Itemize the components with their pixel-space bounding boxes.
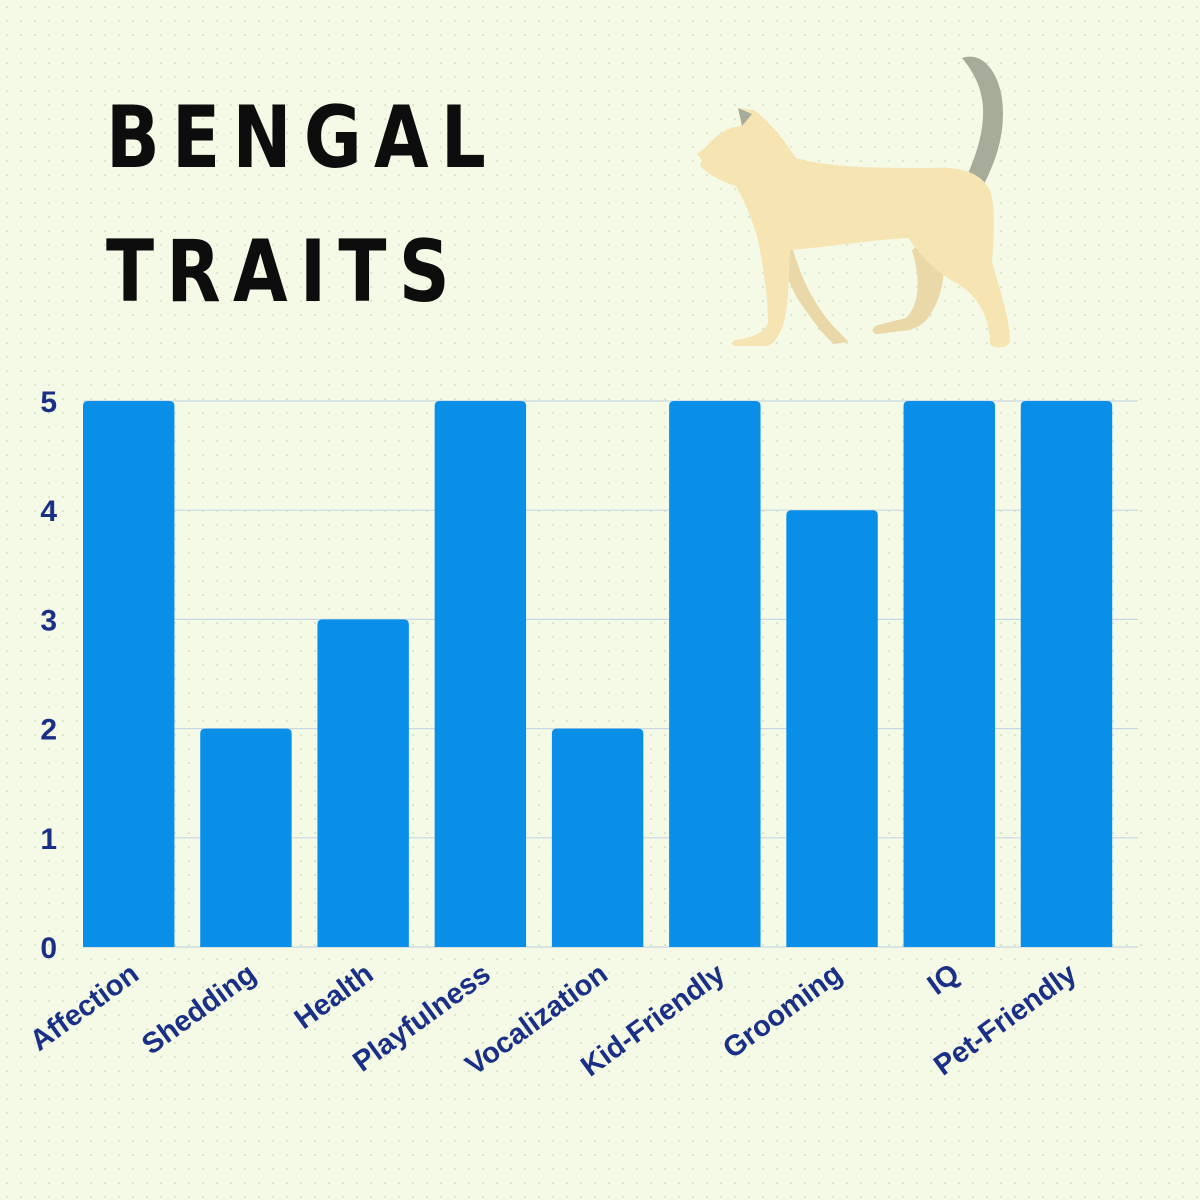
cat-far-front-leg	[778, 240, 848, 344]
y-tick-label: 5	[40, 386, 57, 419]
bar-playfulness	[434, 401, 527, 947]
x-tick-label: Health	[289, 958, 380, 1036]
bar-pet-friendly	[1020, 401, 1113, 947]
x-tick-label: Affection	[24, 958, 144, 1058]
y-tick-label: 3	[40, 604, 57, 637]
chart-title-line-1: BENGAL	[106, 88, 499, 188]
x-tick-label: IQ	[922, 958, 966, 1002]
y-tick-label: 4	[40, 495, 57, 528]
bar-grooming	[786, 510, 878, 947]
walking-cat-icon	[697, 56, 1010, 348]
y-tick-label: 2	[40, 714, 57, 747]
bar-affection	[83, 401, 175, 947]
cat-ear	[738, 108, 752, 126]
cat-body	[697, 108, 1010, 348]
y-axis-ticks: 0 1 2 3 4 5	[40, 386, 57, 965]
bar-iq	[903, 401, 995, 947]
bar-health	[317, 619, 409, 947]
x-tick-label: Shedding	[136, 958, 262, 1062]
bar-vocalization	[551, 728, 644, 947]
y-tick-label: 1	[40, 823, 57, 856]
bar-shedding	[200, 728, 292, 947]
y-tick-label: 0	[40, 932, 57, 965]
cat-tail	[962, 56, 1003, 188]
x-tick-label: Grooming	[717, 958, 848, 1065]
bar-kid-friendly	[669, 401, 761, 947]
bars	[83, 401, 1113, 947]
chart-title-line-2: TRAITS	[106, 222, 462, 322]
